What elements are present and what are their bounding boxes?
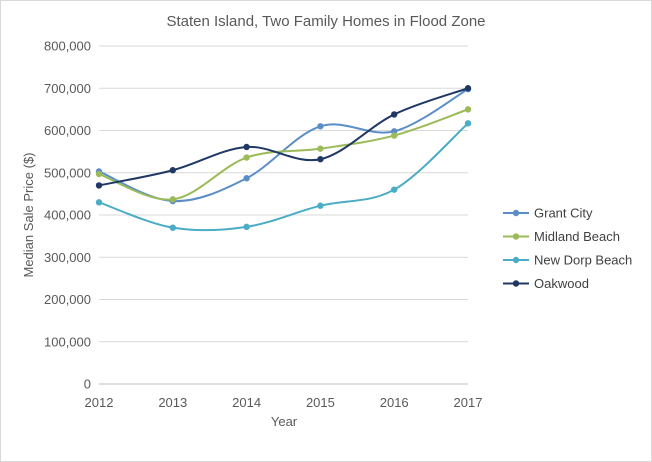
series-line-new-dorp-beach [98, 122, 469, 232]
data-point-grant-city [243, 175, 250, 182]
y-tick-label: 600,000 [44, 123, 91, 138]
data-point-midland-beach [95, 170, 103, 178]
y-tick-label: 500,000 [44, 165, 91, 180]
y-tick-label: 300,000 [44, 250, 91, 265]
y-axis-label: Median Sale Price ($) [21, 153, 36, 278]
data-point-midland-beach [243, 154, 250, 161]
x-tick-label: 2013 [158, 395, 187, 410]
x-tick-label: 2014 [232, 395, 261, 410]
data-point-new-dorp-beach [317, 202, 324, 209]
legend-marker-midland-beach [512, 233, 520, 240]
x-tick-label: 2016 [380, 395, 409, 410]
legend-marker-grant-city [512, 209, 520, 217]
data-point-oakwood [391, 111, 398, 118]
x-tick-label: 2017 [454, 395, 483, 410]
data-point-midland-beach [391, 132, 398, 139]
y-tick-label: 400,000 [44, 208, 91, 223]
chart-title: Staten Island, Two Family Homes in Flood… [166, 13, 485, 30]
legend-label-oakwood: Oakwood [534, 276, 589, 291]
legend-marker-new-dorp-beach [512, 256, 520, 264]
x-tick-label: 2012 [85, 395, 114, 410]
data-point-midland-beach [317, 145, 324, 152]
legend-marker-oakwood [512, 280, 520, 287]
data-point-oakwood [464, 85, 472, 92]
data-point-oakwood [169, 167, 176, 174]
legend-label-grant-city: Grant City [534, 206, 593, 221]
y-tick-label: 800,000 [44, 39, 91, 54]
x-tick-label: 2015 [306, 395, 335, 410]
y-axis-ticks: 0 100,000 200,000 300,000 400,000 500,000 600,… [44, 39, 91, 392]
data-point-new-dorp-beach [391, 186, 398, 193]
series-line-oakwood [98, 87, 469, 187]
legend-label-new-dorp-beach: New Dorp Beach [534, 253, 632, 268]
x-axis-ticks: 2012 2013 2014 2015 2016 2017 [85, 395, 483, 410]
data-point-new-dorp-beach [464, 120, 472, 127]
data-point-midland-beach [464, 106, 472, 113]
data-point-oakwood [317, 156, 324, 163]
y-tick-label: 100,000 [44, 334, 91, 349]
y-tick-label: 700,000 [44, 81, 91, 96]
y-tick-label: 0 [84, 377, 91, 392]
x-axis-label: Year [271, 414, 298, 429]
series-lines [95, 85, 472, 232]
data-point-oakwood [243, 143, 250, 151]
data-point-new-dorp-beach [243, 223, 250, 231]
data-point-grant-city [317, 123, 324, 130]
data-point-new-dorp-beach [169, 224, 176, 231]
gridlines [99, 45, 468, 385]
data-point-new-dorp-beach [95, 199, 103, 206]
data-point-midland-beach [169, 196, 176, 203]
y-tick-label: 200,000 [44, 292, 91, 307]
legend-label-midland-beach: Midland Beach [534, 229, 620, 244]
legend: Grant City Midland Beach New Dorp Beach Oak… [503, 206, 632, 291]
data-point-oakwood [95, 182, 103, 189]
